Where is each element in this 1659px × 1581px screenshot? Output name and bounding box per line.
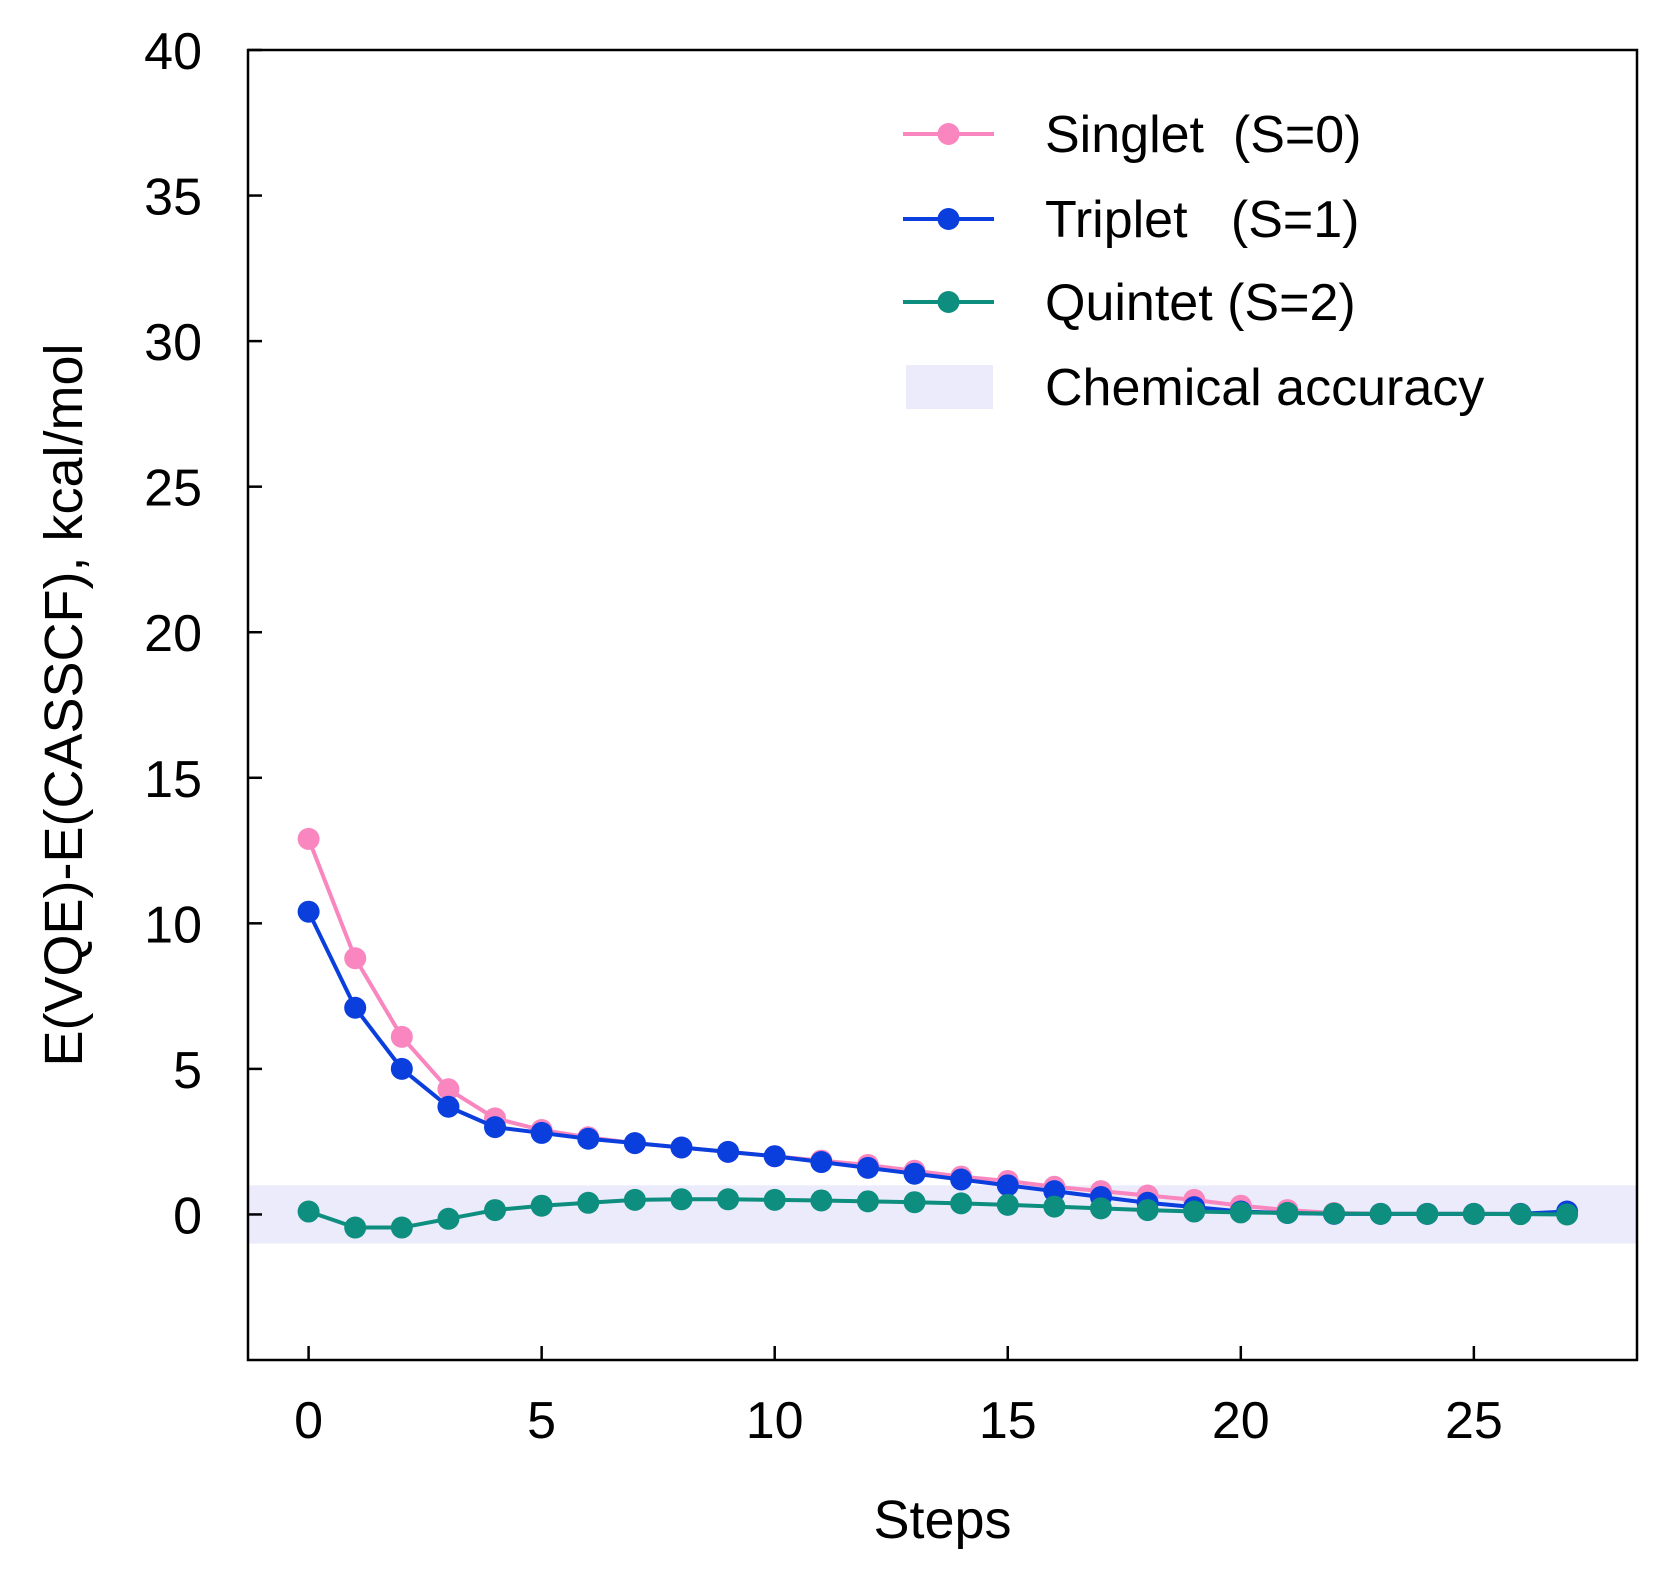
x-tick-label: 0 (294, 1392, 323, 1450)
data-point (810, 1189, 833, 1212)
data-point (1183, 1200, 1206, 1223)
series-2 (297, 1188, 1579, 1239)
legend-label: Chemical accuracy (1045, 359, 1484, 417)
data-point (717, 1140, 740, 1163)
y-tick-label: 35 (144, 169, 202, 227)
y-tick-label: 10 (144, 896, 202, 954)
data-point (903, 1162, 926, 1185)
y-axis-label: E(VQE)-E(CASSCF), kcal/mol (34, 343, 94, 1066)
legend-band-swatch (906, 365, 993, 409)
data-point (437, 1207, 460, 1230)
data-point (484, 1199, 507, 1222)
data-point (344, 947, 367, 970)
data-point (1369, 1202, 1392, 1225)
series-line (306, 838, 1568, 1216)
y-tick-label: 25 (144, 460, 202, 518)
data-point (763, 1145, 786, 1168)
data-point (903, 1191, 926, 1214)
x-tick-label: 5 (527, 1392, 556, 1450)
data-point (530, 1121, 553, 1144)
data-point (390, 1025, 413, 1048)
data-point (717, 1188, 740, 1211)
data-point (1089, 1197, 1112, 1220)
data-point (670, 1136, 693, 1159)
data-point (577, 1191, 600, 1214)
series-0 (297, 827, 1579, 1225)
data-point (1043, 1180, 1066, 1203)
data-point (810, 1151, 833, 1174)
data-point (1416, 1202, 1439, 1225)
x-tick-label: 20 (1212, 1392, 1270, 1450)
legend-label: Singlet (S=0) (1045, 106, 1362, 164)
data-point (623, 1188, 646, 1211)
data-point (437, 1078, 460, 1101)
data-point (297, 827, 320, 850)
series-line (306, 910, 1568, 1216)
y-tick-label: 5 (173, 1042, 202, 1100)
data-point (390, 1057, 413, 1080)
data-point (763, 1188, 786, 1211)
data-point (856, 1156, 879, 1179)
data-point (996, 1193, 1019, 1216)
data-point (577, 1127, 600, 1150)
data-point (390, 1216, 413, 1239)
data-point (1043, 1195, 1066, 1218)
data-point (297, 900, 320, 923)
plot-frame (246, 48, 1639, 1362)
legend-marker (937, 208, 960, 230)
series-1 (297, 900, 1579, 1225)
data-point (1136, 1199, 1159, 1222)
legend-marker (937, 291, 960, 313)
x-tick-label: 10 (746, 1392, 804, 1450)
data-point (437, 1095, 460, 1118)
y-tick-label: 40 (144, 23, 202, 81)
data-point (670, 1188, 693, 1211)
legend-label: Triplet (S=1) (1045, 191, 1360, 249)
y-tick-label: 0 (173, 1187, 202, 1245)
data-point (1276, 1201, 1299, 1224)
data-point (996, 1174, 1019, 1197)
data-point (484, 1116, 507, 1139)
series-line (307, 1197, 1568, 1230)
data-point (1229, 1201, 1252, 1224)
x-tick-label: 15 (979, 1392, 1037, 1450)
data-point (1556, 1203, 1579, 1226)
data-point (950, 1192, 973, 1215)
data-point (950, 1168, 973, 1191)
x-axis-label: Steps (873, 1490, 1011, 1550)
legend-marker (937, 123, 960, 145)
data-point (856, 1190, 879, 1213)
data-point (344, 1216, 367, 1239)
data-point (623, 1132, 646, 1155)
y-tick-label: 20 (144, 605, 202, 663)
y-tick-label: 30 (144, 314, 202, 372)
y-tick-label: 15 (144, 751, 202, 809)
data-point (344, 996, 367, 1019)
legend: Singlet (S=0) Triplet (S=1) Quintet (S=2) C… (903, 106, 1484, 417)
data-point (530, 1194, 553, 1217)
data-point (297, 1200, 320, 1223)
data-point (1462, 1202, 1485, 1225)
data-point (1323, 1202, 1346, 1225)
legend-label: Quintet (S=2) (1045, 274, 1356, 332)
data-point (1509, 1203, 1532, 1226)
x-tick-label: 25 (1445, 1392, 1503, 1450)
